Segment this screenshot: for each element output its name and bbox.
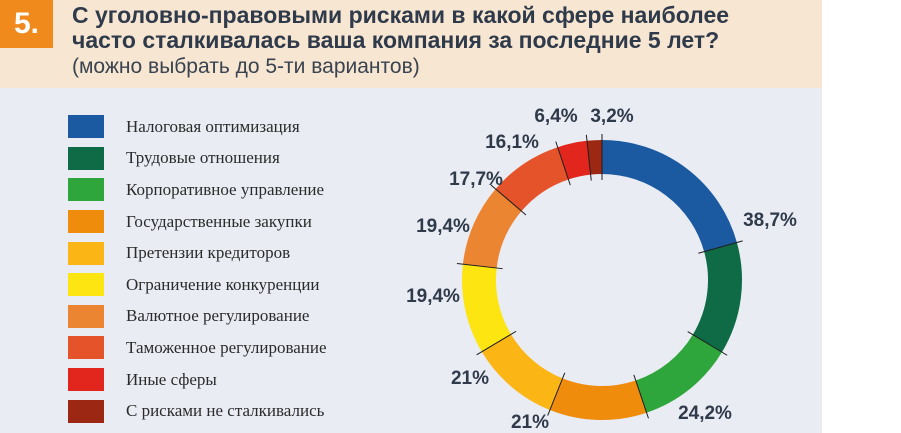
legend-swatch	[68, 146, 104, 170]
legend-item: Корпоративное управление	[68, 174, 327, 206]
legend-label: Таможенное регулирование	[126, 337, 327, 357]
legend-swatch	[68, 115, 104, 139]
data-label: 6,4%	[534, 106, 577, 127]
legend-swatch	[68, 368, 104, 392]
slice-divider	[585, 134, 592, 181]
data-label: 19,4%	[416, 216, 470, 237]
donut-slice	[549, 378, 647, 420]
donut-slice	[557, 140, 592, 180]
legend-item: С рисками не сталкивались	[68, 395, 327, 427]
data-label: 17,7%	[449, 169, 503, 190]
data-label: 16,1%	[485, 132, 539, 153]
legend-label: Налоговая оптимизация	[126, 116, 300, 136]
legend-label: С рисками не сталкивались	[126, 401, 325, 421]
legend-label: Корпоративное управление	[126, 179, 325, 199]
donut-slice	[481, 333, 564, 410]
question-number-badge: 5.	[0, 0, 53, 48]
slice-divider	[698, 240, 743, 254]
donut-slice	[495, 147, 569, 212]
legend-item: Налоговая оптимизация	[68, 111, 327, 143]
question-block: С уголовно-правовыми рисками в какой сфе…	[72, 3, 817, 79]
legend-item: Таможенное регулирование	[68, 332, 327, 364]
legend-swatch	[68, 304, 104, 328]
donut-slice	[586, 140, 603, 175]
donut-slice	[462, 188, 522, 269]
legend-item: Трудовые отношения	[68, 143, 327, 175]
data-label: 3,2%	[590, 106, 633, 127]
legend-swatch	[68, 399, 104, 423]
legend-label: Государственные закупки	[126, 211, 312, 231]
slice-divider	[555, 141, 571, 186]
donut-slice	[692, 242, 742, 353]
question-subtitle: (можно выбрать до 5-ти вариантов)	[72, 55, 420, 78]
legend-item: Ограничение конкуренции	[68, 269, 327, 301]
legend-item: Претензии кредиторов	[68, 237, 327, 269]
legend-label: Иные сферы	[126, 369, 217, 389]
header-band: 5. С уголовно-правовыми рисками в какой …	[0, 0, 822, 88]
data-label: 24,2%	[678, 403, 732, 424]
question-title: С уголовно-правовыми рисками в какой сфе…	[72, 2, 730, 53]
donut-slice	[601, 140, 737, 253]
slice-divider	[476, 330, 517, 356]
slice-divider	[456, 262, 503, 270]
legend-swatch	[68, 336, 104, 360]
data-label: 19,4%	[406, 286, 460, 307]
legend-swatch	[68, 210, 104, 234]
slice-divider	[547, 372, 566, 416]
legend-label: Трудовые отношения	[126, 148, 280, 168]
legend-item: Иные сферы	[68, 364, 327, 396]
legend-item: Государственные закупки	[68, 206, 327, 238]
donut-slice	[462, 264, 512, 352]
legend-label: Претензии кредиторов	[126, 243, 291, 263]
data-label: 21%	[451, 368, 489, 389]
legend-item: Валютное регулирование	[68, 301, 327, 333]
legend-swatch	[68, 178, 104, 202]
slice-divider	[633, 374, 649, 419]
slice-divider	[490, 184, 527, 216]
legend-swatch	[68, 273, 104, 297]
legend-swatch	[68, 241, 104, 265]
legend-label: Валютное регулирование	[126, 306, 310, 326]
data-label: 38,7%	[743, 210, 797, 231]
legend-label: Ограничение конкуренции	[126, 274, 320, 294]
slice-divider	[687, 331, 728, 356]
data-label: 21%	[511, 412, 549, 433]
donut-slice	[635, 334, 722, 413]
chart-legend: Налоговая оптимизация Трудовые отношения К…	[68, 111, 327, 427]
